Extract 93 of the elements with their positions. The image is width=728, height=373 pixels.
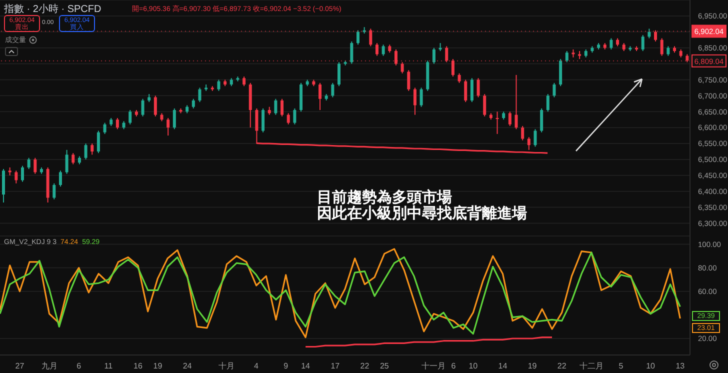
candlestick xyxy=(514,74,518,130)
x-tick-label: 十一月 xyxy=(422,362,446,371)
candlestick xyxy=(540,108,544,133)
x-tick-label: 9 xyxy=(284,362,289,371)
candlestick xyxy=(458,72,461,84)
x-tick-label: 27 xyxy=(15,362,25,371)
candlestick xyxy=(508,111,512,126)
candlestick xyxy=(65,149,68,174)
x-tick-label: 十二月 xyxy=(579,362,604,371)
candlestick xyxy=(420,87,423,108)
candlestick xyxy=(350,40,354,64)
x-tick-label: 5 xyxy=(618,362,624,371)
x-tick-label: 17 xyxy=(330,362,340,371)
candlestick xyxy=(318,82,322,111)
candlestick xyxy=(27,157,30,170)
candlestick xyxy=(20,165,24,182)
candlestick xyxy=(2,168,5,204)
candlestick xyxy=(476,78,480,98)
candlestick xyxy=(534,128,537,148)
x-tick-label: 19 xyxy=(528,362,538,371)
candlestick xyxy=(369,28,372,47)
x-tick-label: 14 xyxy=(301,362,311,371)
candlestick xyxy=(116,118,119,130)
x-tick-label: 14 xyxy=(498,362,508,371)
x-tick-label: 16 xyxy=(134,362,143,371)
chart-title: 指數 · 2小時 · SPCFD xyxy=(4,2,102,16)
candlestick xyxy=(382,44,385,56)
candlestick xyxy=(34,157,37,174)
candlestick xyxy=(103,122,106,134)
candlestick xyxy=(552,82,556,98)
x-tick-label: 25 xyxy=(380,362,390,371)
candlestick xyxy=(496,111,499,134)
candlestick xyxy=(262,108,265,133)
candlestick xyxy=(394,48,398,66)
candlestick xyxy=(172,108,176,130)
candlestick xyxy=(660,38,664,56)
candlestick xyxy=(52,182,56,200)
candlestick xyxy=(546,94,550,112)
candlestick xyxy=(96,130,100,154)
x-tick-label: 11 xyxy=(104,362,114,371)
candlestick xyxy=(375,42,378,56)
x-tick-label: 十月 xyxy=(218,362,235,371)
candlestick xyxy=(413,87,416,116)
x-tick-label: 九月 xyxy=(41,362,58,371)
x-tick-label: 4 xyxy=(254,362,260,371)
candlestick xyxy=(565,50,568,63)
candlestick xyxy=(470,78,474,103)
candlestick xyxy=(128,110,132,125)
x-tick-label: 13 xyxy=(676,362,686,371)
candlestick xyxy=(400,62,404,74)
candlestick xyxy=(14,170,18,184)
candlestick xyxy=(274,98,278,116)
candlestick xyxy=(666,46,670,56)
candlestick xyxy=(242,76,246,87)
candlestick xyxy=(338,62,341,87)
candlestick xyxy=(483,94,486,117)
candlestick xyxy=(521,125,524,141)
candlestick xyxy=(198,87,202,103)
candlestick xyxy=(166,118,170,136)
candlestick xyxy=(293,108,296,125)
annotation: 目前趨勢為多頭市場 xyxy=(317,188,452,206)
candlestick xyxy=(72,152,75,165)
line-series xyxy=(304,336,553,348)
candlestick xyxy=(286,112,290,125)
x-tick-label: 10 xyxy=(468,362,478,371)
candlestick xyxy=(356,30,360,46)
x-tick-label: 24 xyxy=(182,362,192,371)
x-tick-label: 6 xyxy=(76,362,82,371)
candlestick xyxy=(280,98,284,117)
candlestick xyxy=(610,38,613,50)
candlestick xyxy=(90,143,94,156)
candlestick xyxy=(58,170,62,188)
x-tick-label: 6 xyxy=(451,362,456,371)
x-tick-label: 22 xyxy=(557,362,567,371)
x-tick-label: 22 xyxy=(360,362,370,371)
candlestick xyxy=(141,98,144,117)
candlestick xyxy=(451,58,454,78)
candlestick xyxy=(648,28,651,39)
candlestick xyxy=(464,79,468,103)
annotation: 因此在小級別中尋找底背離進場 xyxy=(317,204,527,222)
x-tick-label: 19 xyxy=(153,362,163,371)
candlestick xyxy=(84,143,88,160)
candlestick xyxy=(559,58,562,87)
candlestick xyxy=(445,46,448,63)
x-tick-label: 10 xyxy=(646,362,656,371)
candlestick xyxy=(654,30,658,42)
candlestick xyxy=(407,70,410,92)
candlestick xyxy=(641,34,644,52)
candlestick xyxy=(432,47,436,64)
candlestick xyxy=(192,98,195,109)
candlestick xyxy=(331,82,334,98)
candlestick xyxy=(217,79,220,92)
candlestick xyxy=(154,95,157,117)
